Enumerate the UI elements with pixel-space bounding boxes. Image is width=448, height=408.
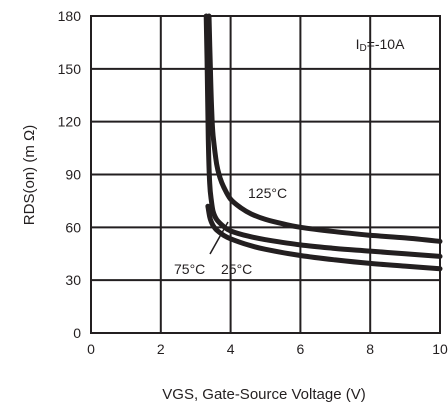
y-tick-label: 0 bbox=[73, 325, 81, 341]
x-tick-label: 0 bbox=[87, 341, 95, 357]
series-curve bbox=[203, 13, 443, 259]
series-curve bbox=[206, 13, 443, 244]
grid bbox=[91, 16, 440, 333]
x-tick-label: 8 bbox=[366, 341, 374, 357]
tick-labels: 0 2 4 6 8 10 0 30 60 90 120 150 180 bbox=[58, 8, 448, 357]
series-curve bbox=[205, 203, 443, 272]
series-label: 25°C bbox=[221, 261, 252, 277]
y-tick-label: 120 bbox=[58, 114, 82, 130]
x-axis-title: VGS, Gate-Source Voltage (V) bbox=[162, 386, 365, 403]
y-tick-label: 60 bbox=[65, 219, 81, 235]
curves bbox=[203, 13, 443, 272]
y-tick-label: 150 bbox=[58, 61, 82, 77]
x-tick-label: 2 bbox=[157, 341, 165, 357]
y-tick-label: 90 bbox=[65, 167, 81, 183]
y-tick-label: 30 bbox=[65, 272, 81, 288]
x-tick-label: 10 bbox=[432, 341, 448, 357]
x-tick-label: 6 bbox=[297, 341, 305, 357]
annotation-label: ID=-10A bbox=[356, 36, 406, 54]
y-axis-title: RDS(on) (m Ω) bbox=[21, 125, 38, 225]
series-label: 125°C bbox=[248, 185, 287, 201]
y-tick-label: 180 bbox=[58, 8, 82, 24]
series-label: 75°C bbox=[174, 261, 205, 277]
x-tick-label: 4 bbox=[227, 341, 235, 357]
series-labels: 125°C 25°C 75°C bbox=[174, 185, 287, 277]
plot-frame bbox=[90, 15, 441, 334]
label-leader-line bbox=[209, 221, 229, 255]
